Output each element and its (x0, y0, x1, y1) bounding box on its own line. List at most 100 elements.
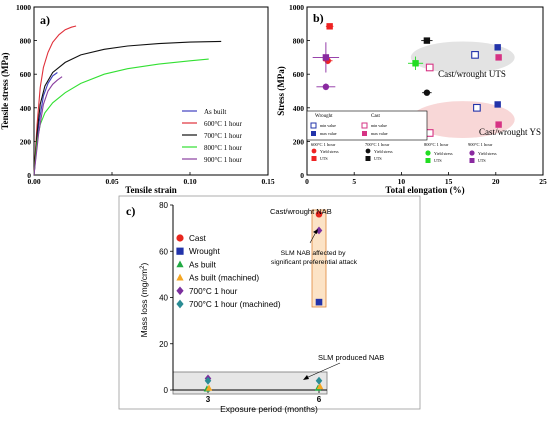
legend-marker-as-built-machined (176, 273, 184, 281)
panel-b-regions (410, 41, 515, 139)
legend-label-700c-1-hour-machined: 700°C 1 hour (machined) (189, 300, 281, 309)
legend-700-uts-label: UTS (374, 156, 382, 161)
legend-cast-min-marker (361, 122, 368, 129)
annotation-arrow-slm-produced (305, 362, 341, 379)
panel-a-x-tick-label: 0.10 (183, 177, 196, 186)
panel-a-y-tick-label: 1000 (16, 3, 31, 12)
point-cast-min-value (425, 129, 434, 137)
point-cast (315, 210, 323, 218)
point-cast-max-value (495, 121, 502, 128)
legend-wrought-max-marker (311, 131, 316, 136)
annotation-cast-wrought-nab: Cast/wrought NAB (270, 207, 332, 216)
point-as-built-machined (316, 382, 324, 390)
panel-c-axes: 0 20 40 60 80 3 6 (159, 201, 327, 404)
legend-cast-max-marker (362, 131, 367, 136)
legend-label-as-built: As built (204, 108, 226, 116)
panel-a-y-tick-label: 200 (20, 137, 32, 146)
point-900c-1-hour-yield-stress (322, 83, 330, 91)
panel-c-y-tick-label: 20 (159, 340, 168, 349)
legend-label-700c-1-hour: 700°C 1 hour (189, 287, 238, 296)
legend-label-700c-1-hour: 700°C 1 hour (204, 132, 242, 140)
panel-b-y-label: Stress (MPa) (276, 66, 286, 116)
legend-label-600c-1-hour: 600°C 1 hour (204, 120, 242, 128)
panel-a-frame (33, 6, 269, 176)
legend-600-ys-marker (311, 148, 317, 154)
panel-b-y-tick-label: 400 (293, 104, 305, 113)
panel-a-legend: As built 600°C 1 hour 700°C 1 hour 800°C 1 … (182, 108, 242, 164)
panel-b-y-tick-label: 800 (293, 37, 305, 46)
panel-a-y-label: Tensile stress (MPa) (0, 53, 10, 130)
legend-wrought-min-label: min value (320, 123, 336, 128)
point-wrought (315, 298, 323, 306)
legend-group-800: 800°C 1 hour (424, 142, 449, 147)
panel-b-frame (306, 6, 544, 176)
panel-a-y-ticks: 0 200 400 600 800 1000 (16, 3, 37, 180)
curve-900c-1-hour (33, 76, 63, 176)
panel-b-y-tick-label: 200 (293, 137, 305, 146)
legend-wrought-min-marker (310, 122, 317, 129)
panel-a: a) 0 200 400 600 800 1000 0.00 0.05 0.10 0.15 As… (0, 3, 275, 195)
legend-marker-700c-1-hour-machined (176, 299, 184, 309)
panel-c-label: c) (126, 204, 135, 218)
panel-a-label: a) (40, 13, 50, 27)
annotation-slm-line-2: significant preferential attack (271, 259, 358, 266)
panel-c: c) 0 20 40 60 80 3 6 Cast Wrought As built As bui… (118, 195, 421, 414)
panel-c-y-tick-label: 0 (164, 386, 169, 395)
legend-marker-as-built (176, 260, 184, 268)
legend-label-900c-1-hour: 900°C 1 hour (204, 156, 242, 164)
panel-c-x-label: Exposure period (months) (220, 404, 318, 414)
panel-b-y-tick-label: 0 (300, 171, 304, 180)
panel-b-x-tick-label: 15 (445, 177, 453, 186)
annotation-cast-wrought-uts: Cast/wrought UTS (438, 69, 506, 79)
annotation-slm-produced-nab: SLM produced NAB (318, 353, 384, 362)
legend-marker-700c-1-hour (176, 286, 184, 296)
panel-c-legend: Cast Wrought As built As built (machined) 70… (176, 234, 281, 309)
region-cast-wrought-uts (410, 41, 515, 74)
panel-b-x-tick-label: 20 (492, 177, 500, 186)
legend-900-uts-marker (469, 158, 475, 163)
legend-marker-wrought (176, 247, 184, 255)
annotation-arrowhead-slm-produced (303, 375, 309, 380)
point-wrought-max-value (494, 44, 501, 51)
legend-600-uts-label: UTS (320, 156, 328, 161)
legend-group-900: 900°C 1 hour (468, 142, 493, 147)
legend-900-ys-label: Yield stress (478, 151, 497, 156)
curve-as-built (33, 72, 58, 176)
legend-800-uts-marker (425, 158, 431, 163)
panel-b: b) 0 200 400 600 800 1000 0 5 10 15 20 25 Cast/wro… (276, 3, 547, 195)
point-wrought-min-value (471, 51, 479, 59)
legend-cast-max-label: max value (371, 131, 388, 136)
region-slm-produced-nab (172, 371, 328, 395)
legend-label-as-built-machined: As built (machined) (189, 274, 259, 283)
legend-title-cast: Cast (371, 114, 381, 119)
annotation-arrow-slm-attack (309, 231, 317, 244)
legend-wrought-max-label: max value (320, 131, 337, 136)
panel-b-x-tick-label: 10 (398, 177, 406, 186)
point-700c-1-hour-machined (315, 376, 323, 385)
panel-b-y-ticks: 0 200 400 600 800 1000 (289, 3, 310, 180)
point-600c-1-hour-uts (326, 23, 333, 30)
legend-900-ys-marker (469, 150, 475, 156)
panel-c-x-tick-label: 3 (206, 395, 211, 404)
point-wrought-min-value (473, 103, 481, 112)
legend-group-700: 700°C 1 hour (365, 142, 390, 147)
legend-label-as-built: As built (189, 260, 217, 269)
annotation-cast-wrought-ys: Cast/wrought YS (479, 127, 541, 137)
point-cast-min-value (425, 63, 434, 72)
curve-600c-1-hour (33, 25, 77, 176)
point-900c-1-hour-uts (322, 54, 330, 61)
panel-a-x-tick-label: 0.15 (261, 177, 274, 186)
panel-c-x-tick-label: 6 (317, 395, 322, 404)
panel-c-y-label: Mass loss (mg/cm2) (139, 263, 149, 338)
point-700c-1-hour (315, 226, 323, 235)
panel-c-y-tick-label: 40 (159, 294, 168, 303)
panel-b-x-ticks: 0 5 10 15 20 25 (305, 172, 547, 186)
legend-group-600: 600°C 1 hour (311, 142, 336, 147)
point-wrought-max-value (494, 101, 501, 108)
curve-800c-1-hour (33, 58, 209, 176)
panel-b-x-tick-label: 5 (352, 177, 356, 186)
legend-label-cast: Cast (189, 234, 207, 243)
panel-b-y-tick-label: 1000 (289, 3, 304, 12)
point-700c-1-hour-machined (204, 376, 212, 385)
panel-a-x-label: Tensile strain (125, 185, 176, 195)
